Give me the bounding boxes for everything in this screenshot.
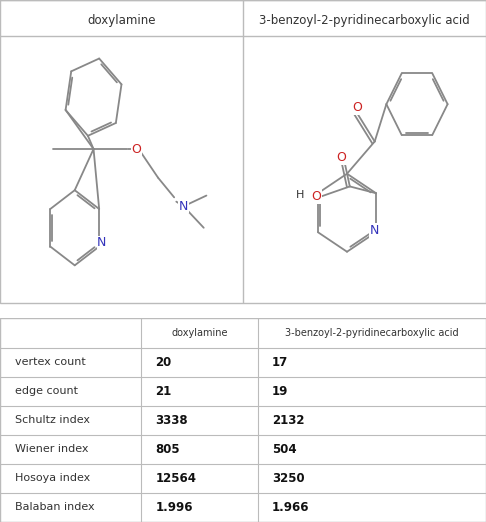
Text: 17: 17	[272, 355, 288, 369]
Text: 3-benzoyl-2-pyridinecarboxylic acid: 3-benzoyl-2-pyridinecarboxylic acid	[285, 328, 459, 338]
Text: O: O	[352, 101, 362, 114]
Text: 3-benzoyl-2-pyridinecarboxylic acid: 3-benzoyl-2-pyridinecarboxylic acid	[259, 14, 470, 27]
Text: 3250: 3250	[272, 472, 305, 485]
Text: O: O	[132, 143, 141, 156]
Text: N: N	[179, 200, 188, 213]
Text: 12564: 12564	[156, 472, 196, 485]
Text: 20: 20	[156, 355, 172, 369]
Text: 19: 19	[272, 385, 289, 398]
Text: 1.996: 1.996	[156, 501, 193, 514]
Text: N: N	[97, 236, 106, 250]
Text: Schultz index: Schultz index	[15, 415, 89, 425]
Text: 21: 21	[156, 385, 172, 398]
Text: N: N	[370, 224, 379, 237]
Text: Balaban index: Balaban index	[15, 503, 94, 513]
Text: 805: 805	[156, 443, 180, 456]
Text: doxylamine: doxylamine	[87, 14, 156, 27]
Text: doxylamine: doxylamine	[171, 328, 227, 338]
Text: vertex count: vertex count	[15, 357, 86, 367]
Text: H: H	[296, 190, 304, 200]
Text: Wiener index: Wiener index	[15, 444, 88, 454]
Text: 1.966: 1.966	[272, 501, 310, 514]
Text: O: O	[312, 190, 321, 203]
Text: 3338: 3338	[156, 414, 188, 426]
Text: edge count: edge count	[15, 386, 78, 396]
Text: O: O	[336, 151, 346, 164]
Text: 504: 504	[272, 443, 297, 456]
Text: 2132: 2132	[272, 414, 305, 426]
Text: Hosoya index: Hosoya index	[15, 473, 90, 483]
